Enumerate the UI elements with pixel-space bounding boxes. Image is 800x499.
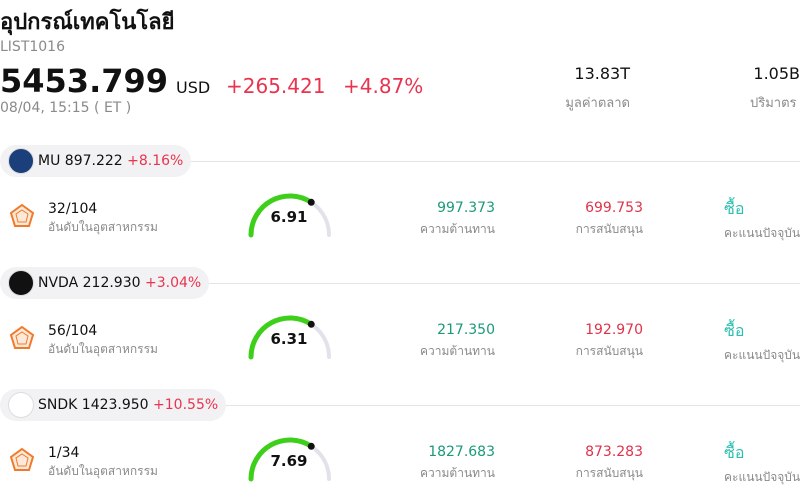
signal-label: คะแนนปัจจุบัน <box>724 470 800 484</box>
stock-change: +10.55% <box>153 397 219 413</box>
change: +265.421 <box>226 74 326 98</box>
score-gauge <box>248 437 331 482</box>
resistance-label: ความต้านทาน <box>420 222 495 236</box>
support-label: การสนับสนุน <box>575 466 643 480</box>
support: 873.283 <box>585 444 643 460</box>
divider <box>0 405 800 406</box>
ticker: SNDK <box>38 397 78 413</box>
support: 192.970 <box>585 322 643 338</box>
currency: USD <box>176 78 211 97</box>
title: อุปกรณ์เทคโนโลยี <box>0 10 175 35</box>
stat-value: 1.05B <box>753 64 800 83</box>
resistance: 217.350 <box>437 322 495 338</box>
stock-logo <box>8 270 34 296</box>
score-gauge <box>248 193 331 238</box>
signal-label: คะแนนปัจจุบัน <box>724 348 800 362</box>
code: LIST1016 <box>0 39 65 55</box>
support-label: การสนับสนุน <box>575 344 643 358</box>
stock-pill[interactable]: SNDK 1423.950 +10.55% <box>0 389 227 421</box>
rank-label: อันดับในอุตสาหกรรม <box>48 342 158 356</box>
rank: 1/34 <box>48 445 80 461</box>
resistance: 997.373 <box>437 200 495 216</box>
stock-price: 212.930 <box>82 275 141 291</box>
divider <box>0 283 800 284</box>
resistance-label: ความต้านทาน <box>420 466 495 480</box>
resistance-label: ความต้านทาน <box>420 344 495 358</box>
rank-label: อันดับในอุตสาหกรรม <box>48 220 158 234</box>
ticker: MU <box>38 153 61 169</box>
rank-icon <box>9 447 35 471</box>
score-gauge <box>248 315 331 360</box>
ticker: NVDA <box>38 275 79 291</box>
signal: ซื้อ <box>724 199 745 218</box>
stat-value: 13.83T <box>574 64 630 83</box>
stock-pill[interactable]: NVDA 212.930 +3.04% <box>0 267 210 299</box>
signal: ซื้อ <box>724 443 745 462</box>
signal-label: คะแนนปัจจุบัน <box>724 226 800 240</box>
stock-change: +8.16% <box>127 153 184 169</box>
score: 6.31 <box>270 330 308 348</box>
time: 08/04, 15:15 ( ET ) <box>0 100 132 116</box>
price: 5453.799 <box>0 62 169 100</box>
stat-label: มูลค่าตลาด <box>565 96 630 111</box>
stock-logo <box>8 392 34 418</box>
rank-icon <box>9 203 35 227</box>
rank-label: อันดับในอุตสาหกรรม <box>48 464 158 478</box>
rank: 32/104 <box>48 201 98 217</box>
divider <box>0 161 800 162</box>
stock-change: +3.04% <box>144 275 202 291</box>
stat-label: ปริมาตร <box>750 96 797 111</box>
support: 699.753 <box>585 200 643 216</box>
signal: ซื้อ <box>724 321 745 340</box>
support-label: การสนับสนุน <box>575 222 643 236</box>
stock-price: 897.222 <box>64 153 123 169</box>
score: 6.91 <box>270 208 308 226</box>
change-pct: +4.87% <box>343 74 424 98</box>
resistance: 1827.683 <box>428 444 495 460</box>
stock-pill[interactable]: MU 897.222 +8.16% <box>0 145 192 177</box>
score: 7.69 <box>270 452 308 470</box>
rank-icon <box>9 325 35 349</box>
stock-logo <box>8 148 34 174</box>
stock-price: 1423.950 <box>81 397 149 413</box>
rank: 56/104 <box>48 323 98 339</box>
